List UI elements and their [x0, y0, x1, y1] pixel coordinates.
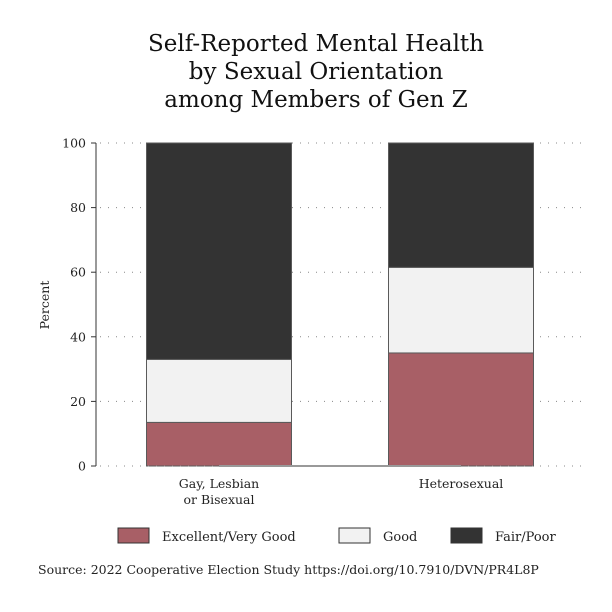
- chart-title-line-1: Self-Reported Mental Health: [148, 31, 484, 57]
- x-category-label: Heterosexual: [419, 476, 504, 491]
- bar-segment: [388, 142, 534, 268]
- y-tick-label: 100: [62, 136, 86, 151]
- bar-segment: [388, 266, 534, 354]
- legend-swatch: [117, 527, 150, 544]
- source-note: Source: 2022 Cooperative Election Study …: [38, 562, 539, 577]
- x-category-label: Gay, Lesbian: [179, 476, 259, 491]
- y-tick-label: 0: [78, 459, 86, 474]
- legend-label: Fair/Poor: [495, 530, 557, 545]
- axes: 0 20 40 60 80 100: [62, 136, 582, 474]
- x-category-label: or Bisexual: [183, 492, 254, 507]
- bar-segment: [146, 142, 292, 360]
- y-tick-label: 40: [70, 329, 86, 344]
- y-tick-label: 60: [70, 265, 86, 280]
- y-tick-label: 20: [70, 394, 86, 409]
- y-tick-label: 80: [70, 200, 86, 215]
- legend-label: Excellent/Very Good: [162, 530, 296, 545]
- legend-swatch: [450, 527, 483, 544]
- legend: Excellent/Very Good Good Fair/Poor: [117, 527, 557, 545]
- bar-segment: [146, 358, 292, 423]
- bars: [146, 142, 534, 467]
- legend-label: Good: [383, 530, 417, 545]
- chart-title-line-3: among Members of Gen Z: [164, 87, 467, 113]
- y-axis-title: Percent: [37, 281, 52, 330]
- legend-swatch: [338, 527, 371, 544]
- chart-title-line-2: by Sexual Orientation: [189, 59, 444, 85]
- bar-segment: [146, 421, 292, 467]
- chart-title: Self-Reported Mental Health by Sexual Or…: [148, 31, 484, 113]
- bar-segment: [388, 352, 534, 467]
